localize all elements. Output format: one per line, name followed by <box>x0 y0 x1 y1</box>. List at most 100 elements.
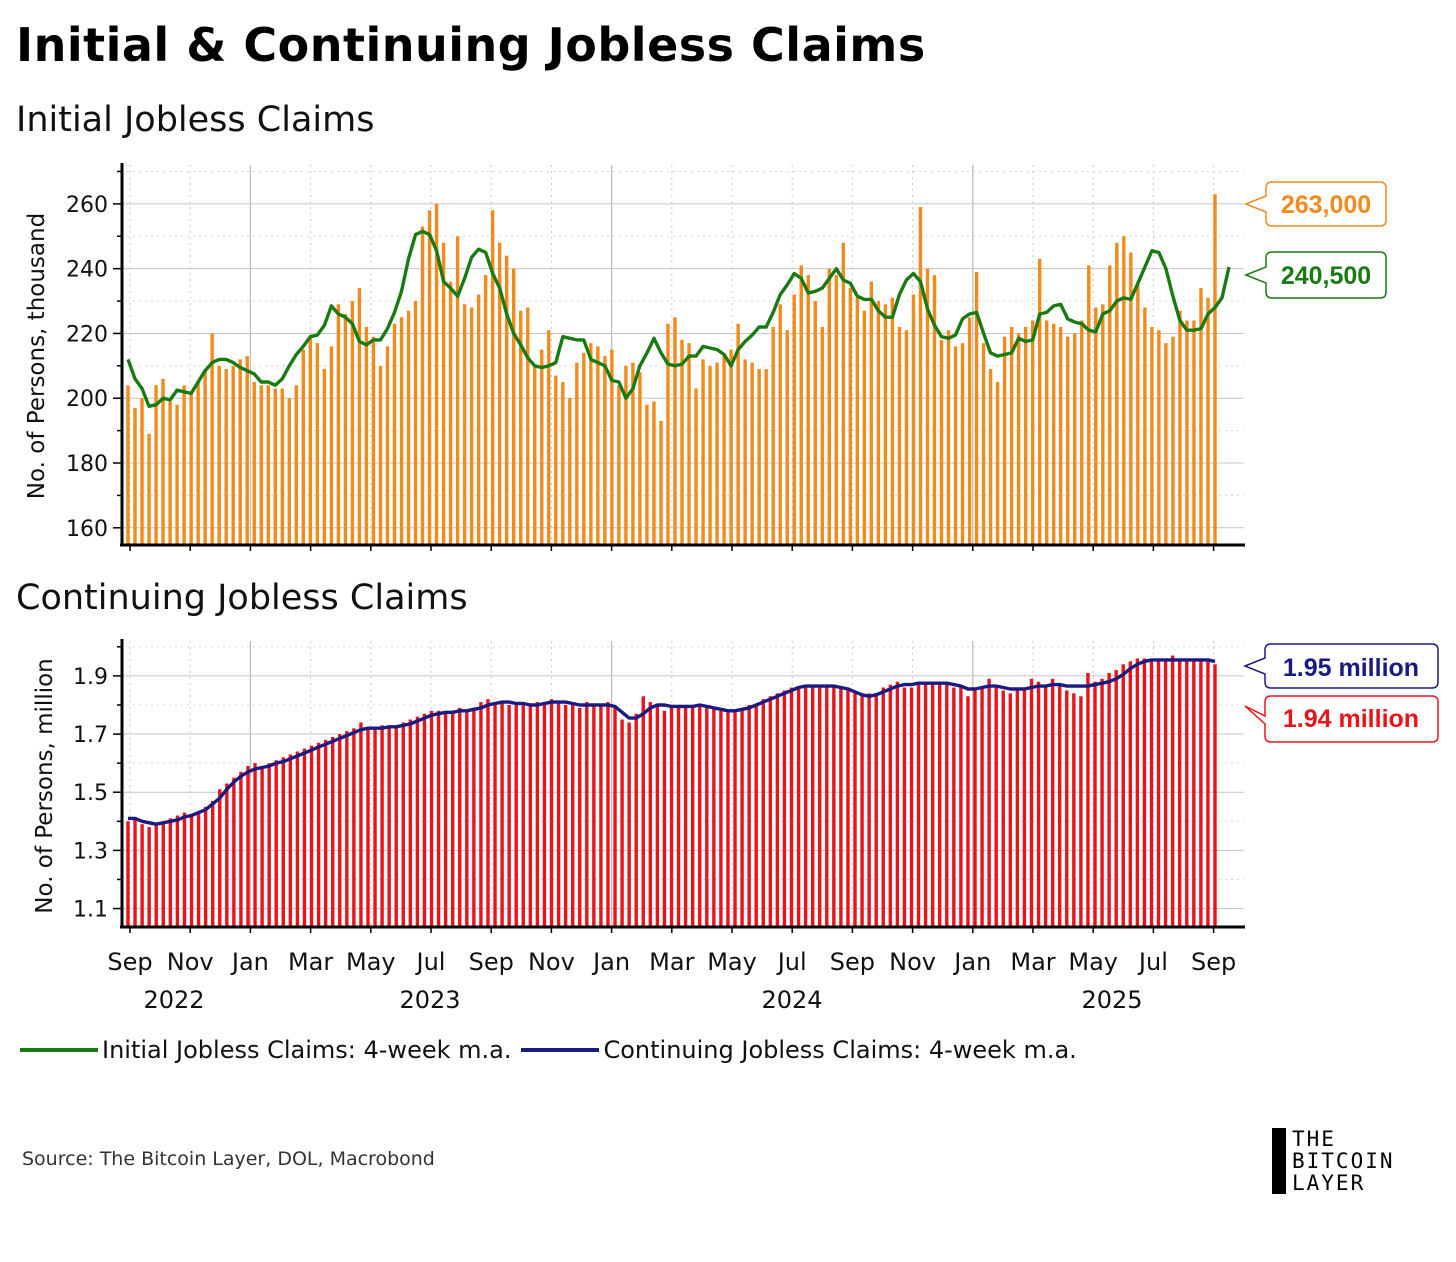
continuing-y-tick-label: 1.7 <box>73 723 108 748</box>
initial-bar <box>701 359 705 544</box>
continuing-bar <box>154 824 158 926</box>
x-month-label: Sep <box>469 948 514 976</box>
initial-bar <box>659 420 663 544</box>
continuing-bar <box>175 815 180 926</box>
continuing-bar <box>810 684 815 926</box>
initial-bar <box>1044 320 1049 544</box>
continuing-bar <box>302 748 307 926</box>
continuing-bar <box>938 681 942 926</box>
initial-bar <box>638 372 642 544</box>
initial-bar <box>631 362 635 544</box>
continuing-bar <box>1114 670 1118 926</box>
initial-bar <box>533 365 537 544</box>
continuing-bar <box>323 739 328 926</box>
initial-bar <box>722 356 726 544</box>
source-note: Source: The Bitcoin Layer, DOL, Macrobon… <box>22 1148 435 1170</box>
initial-bar <box>469 307 474 544</box>
continuing-bar <box>613 707 617 926</box>
continuing-bar <box>232 777 236 926</box>
initial-bar <box>1164 343 1168 544</box>
initial-bar <box>547 330 551 544</box>
continuing-grid <box>121 641 1244 926</box>
initial-bar <box>448 281 453 544</box>
continuing-bar <box>853 693 857 926</box>
initial-bar <box>946 330 951 544</box>
initial-bar <box>904 330 909 544</box>
continuing-ma-value: 1.95 million <box>1283 654 1419 682</box>
tick-labels: 160 180 200 220 240 260 1.1 1.3 1.5 1.7 1.9 Sep Nov J… <box>66 193 1236 1014</box>
initial-latest-value: 263,000 <box>1281 191 1371 219</box>
continuing-bar <box>1008 693 1013 926</box>
initial-bar <box>561 382 565 544</box>
initial-bar <box>322 369 327 544</box>
continuing-bar <box>436 710 441 926</box>
x-month-label: Mar <box>649 948 694 976</box>
initial-bar <box>869 281 874 544</box>
initial-bar <box>287 398 291 544</box>
continuing-bar <box>465 710 469 926</box>
initial-bar <box>1009 326 1014 544</box>
initial-bar <box>1178 310 1182 544</box>
continuing-bar <box>161 821 165 926</box>
continuing-bar <box>147 827 151 926</box>
legend-item-continuing-ma: Continuing Jobless Claims: 4-week m.a. <box>521 1036 1077 1064</box>
continuing-bar <box>218 789 222 926</box>
initial-bar <box>897 326 902 544</box>
initial-bar <box>462 304 467 544</box>
initial-bar <box>855 297 860 544</box>
initial-y-tick-label: 220 <box>66 322 108 347</box>
continuing-bar <box>698 704 702 926</box>
initial-bar <box>757 369 761 544</box>
initial-bar <box>743 359 747 544</box>
initial-bar <box>729 349 733 544</box>
initial-bar <box>652 401 656 544</box>
continuing-bar <box>338 734 342 926</box>
initial-bar <box>1192 320 1196 544</box>
continuing-bar <box>923 681 928 926</box>
continuing-bar <box>909 687 914 926</box>
continuing-bar <box>1086 672 1090 926</box>
continuing-bar <box>945 684 949 926</box>
continuing-bar <box>563 704 568 926</box>
initial-bar <box>519 310 523 544</box>
initial-y-axis-label: No. of Persons, thousand <box>24 213 50 499</box>
continuing-bar <box>1058 684 1062 926</box>
initial-bar <box>497 242 502 544</box>
initial-bar <box>666 323 670 544</box>
continuing-bar <box>599 704 603 926</box>
initial-bar <box>981 343 986 544</box>
continuing-bar <box>846 690 850 926</box>
continuing-bar <box>627 722 631 926</box>
continuing-bar <box>881 687 885 926</box>
continuing-bar <box>578 707 582 926</box>
legend-item-initial-ma: Initial Jobless Claims: 4-week m.a. <box>20 1036 511 1064</box>
initial-bar <box>392 323 397 544</box>
initial-bar <box>1080 320 1084 544</box>
initial-bar <box>589 343 593 544</box>
continuing-y-tick-label: 1.9 <box>73 665 108 690</box>
continuing-bar <box>669 707 674 926</box>
initial-bar <box>841 242 846 544</box>
continuing-bar <box>126 821 130 926</box>
continuing-bar <box>373 728 377 926</box>
initial-y-tick-label: 240 <box>66 258 108 283</box>
continuing-bar <box>987 678 991 926</box>
initial-bar <box>385 346 390 544</box>
continuing-bar <box>1022 687 1027 926</box>
initial-y-tick-label: 200 <box>66 387 108 412</box>
initial-bar <box>217 365 221 544</box>
continuing-y-tick-label: 1.5 <box>73 781 108 806</box>
continuing-bar <box>415 716 420 926</box>
initial-bar <box>624 365 628 544</box>
initial-bar <box>694 388 698 544</box>
continuing-bar <box>733 710 737 926</box>
initial-bar <box>645 404 649 544</box>
initial-bar <box>126 385 130 544</box>
initial-bar <box>967 317 972 544</box>
continuing-bar <box>796 687 801 926</box>
initial-bar <box>1059 326 1063 544</box>
initial-bar <box>568 398 572 544</box>
continuing-bar <box>1185 658 1189 926</box>
logo-line-1: THE <box>1292 1127 1336 1151</box>
initial-bar <box>883 304 888 544</box>
